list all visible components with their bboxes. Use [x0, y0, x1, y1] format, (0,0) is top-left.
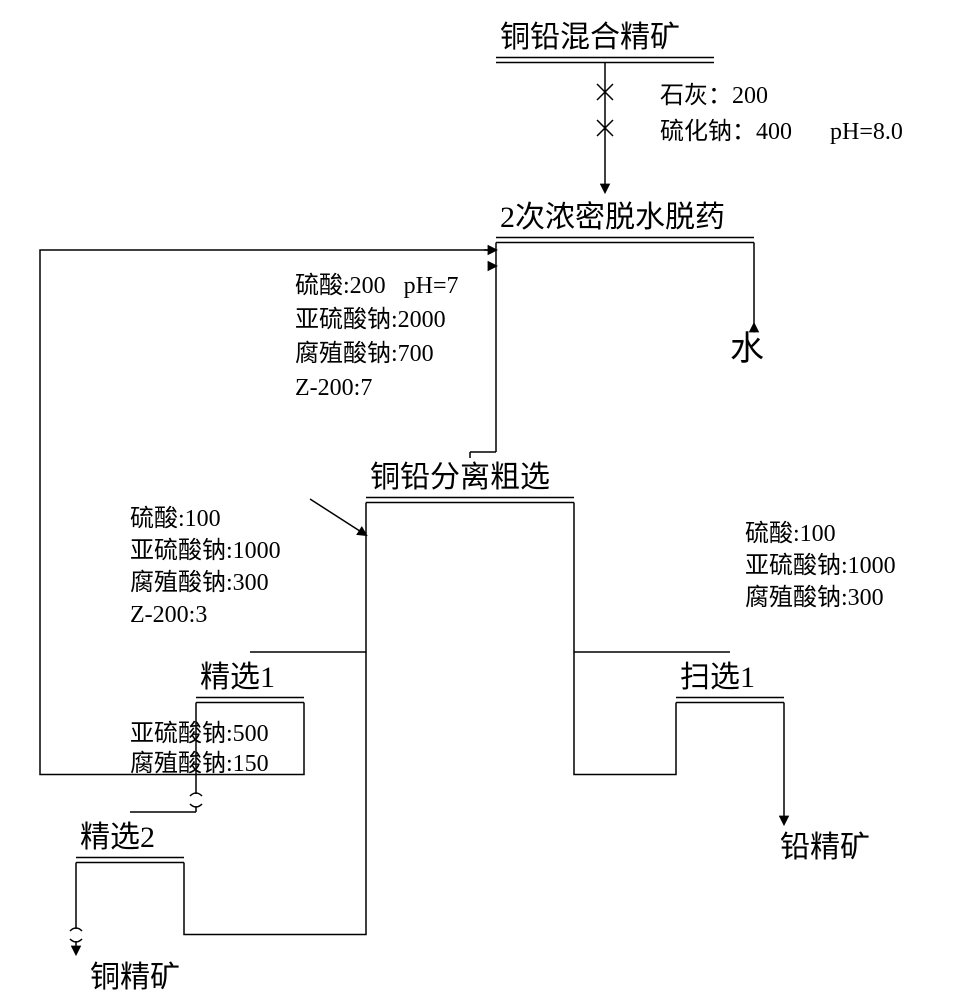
- reagent-ph1: pH=8.0: [830, 118, 903, 147]
- dewater-title: 2次浓密脱水脱药: [500, 200, 725, 236]
- reagent-cleaner2-0: 亚硫酸钠:500: [130, 720, 269, 749]
- reagent-na2s: 硫化钠：400: [660, 118, 792, 147]
- reagent-scav1-2: 腐殖酸钠:300: [745, 584, 884, 613]
- rougher-title: 铜铅分离粗选: [370, 460, 550, 496]
- output-pb: 铅精矿: [780, 830, 870, 866]
- reagent-cleaner1-2: 腐殖酸钠:300: [130, 569, 269, 598]
- reagent-cleaner1-1: 亚硫酸钠:1000: [130, 537, 281, 566]
- output-cu: 铜精矿: [90, 960, 180, 996]
- reagent-cleaner1-0: 硫酸:100: [130, 505, 221, 534]
- reagent-rougher-1: 亚硫酸钠:2000: [295, 306, 446, 335]
- cleaner2-title: 精选2: [80, 820, 155, 856]
- scav1-title: 扫选1: [680, 660, 755, 696]
- reagent-cleaner1-3: Z-200:3: [130, 601, 207, 630]
- reagent-lime: 石灰：200: [660, 82, 768, 111]
- reagent-rougher-0: 硫酸:200 pH=7: [295, 272, 459, 301]
- output-water: 水: [730, 330, 764, 371]
- reagent-rougher-3: Z-200:7: [295, 374, 372, 403]
- reagent-cleaner2-1: 腐殖酸钠:150: [130, 750, 269, 779]
- reagent-rougher-2: 腐殖酸钠:700: [295, 340, 434, 369]
- feed-title: 铜铅混合精矿: [500, 20, 680, 56]
- reagent-scav1-0: 硫酸:100: [745, 520, 836, 549]
- cleaner1-title: 精选1: [200, 660, 275, 696]
- reagent-scav1-1: 亚硫酸钠:1000: [745, 552, 896, 581]
